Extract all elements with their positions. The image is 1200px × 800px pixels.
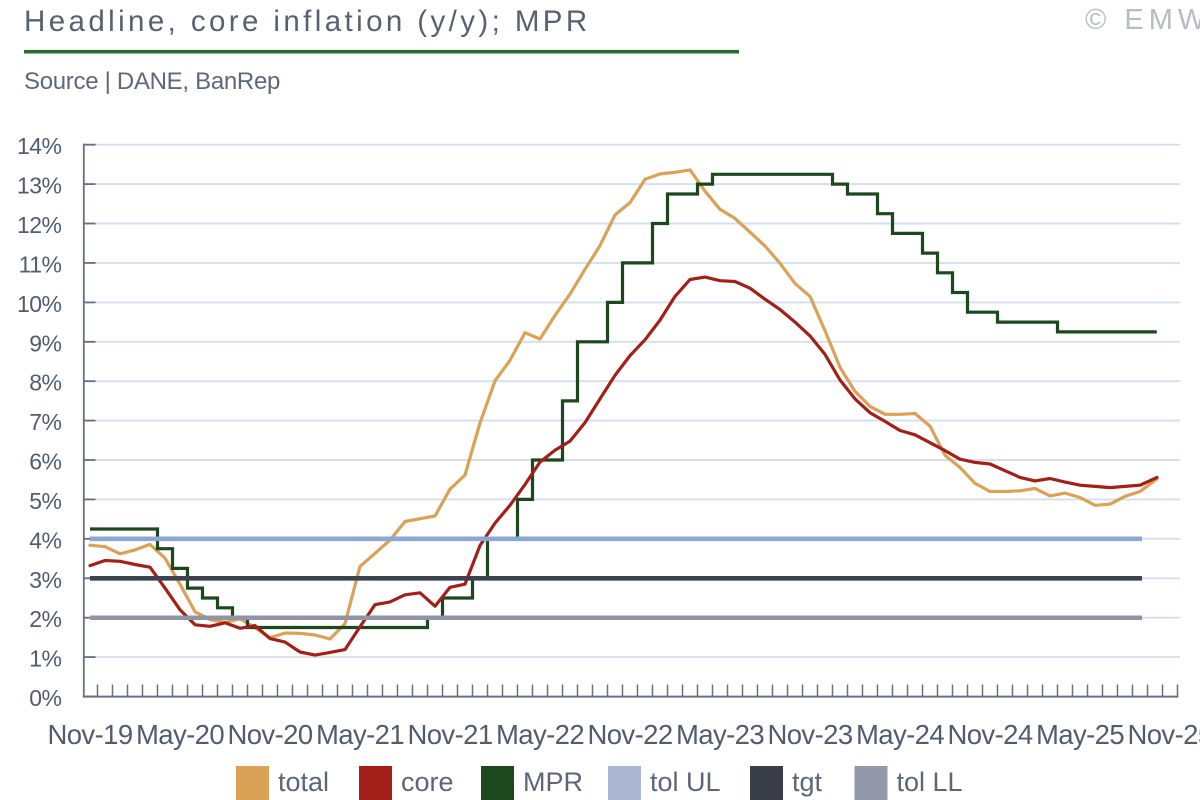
- svg-text:Nov-22: Nov-22: [587, 719, 672, 750]
- svg-text:Nov-25: Nov-25: [1127, 719, 1200, 750]
- svg-text:9%: 9%: [29, 330, 61, 356]
- svg-text:Nov-23: Nov-23: [767, 719, 852, 750]
- svg-text:2%: 2%: [29, 606, 61, 632]
- svg-text:14%: 14%: [17, 133, 62, 159]
- svg-text:total: total: [278, 767, 329, 797]
- svg-text:8%: 8%: [29, 370, 61, 396]
- svg-text:4%: 4%: [29, 527, 61, 553]
- svg-text:Nov-20: Nov-20: [227, 719, 312, 750]
- svg-text:May-23: May-23: [676, 719, 764, 750]
- svg-text:Headline, core inflation (y/y): Headline, core inflation (y/y); MPR: [24, 5, 591, 38]
- svg-text:Nov-21: Nov-21: [407, 719, 492, 750]
- svg-text:0%: 0%: [29, 685, 61, 711]
- svg-text:10%: 10%: [17, 291, 62, 317]
- svg-text:tgt: tgt: [792, 767, 823, 797]
- svg-text:core: core: [401, 767, 454, 797]
- svg-text:3%: 3%: [29, 567, 61, 593]
- svg-text:5%: 5%: [29, 488, 61, 514]
- svg-text:1%: 1%: [29, 646, 61, 672]
- svg-text:May-20: May-20: [136, 719, 224, 750]
- svg-text:Nov-24: Nov-24: [947, 719, 1032, 750]
- svg-text:MPR: MPR: [523, 767, 583, 797]
- svg-text:Nov-19: Nov-19: [47, 719, 132, 750]
- svg-text:12%: 12%: [17, 212, 62, 238]
- svg-text:tol LL: tol LL: [897, 767, 963, 797]
- svg-text:May-21: May-21: [316, 719, 404, 750]
- svg-text:Source | DANE, BanRep: Source | DANE, BanRep: [24, 68, 280, 95]
- svg-text:© EMW: © EMW: [1085, 4, 1200, 36]
- svg-text:6%: 6%: [29, 449, 61, 475]
- svg-text:May-22: May-22: [496, 719, 584, 750]
- svg-text:11%: 11%: [19, 251, 62, 277]
- svg-text:May-25: May-25: [1036, 719, 1124, 750]
- svg-text:May-24: May-24: [856, 719, 944, 750]
- svg-text:13%: 13%: [17, 173, 62, 199]
- svg-text:7%: 7%: [29, 409, 61, 435]
- svg-text:tol UL: tol UL: [650, 767, 721, 797]
